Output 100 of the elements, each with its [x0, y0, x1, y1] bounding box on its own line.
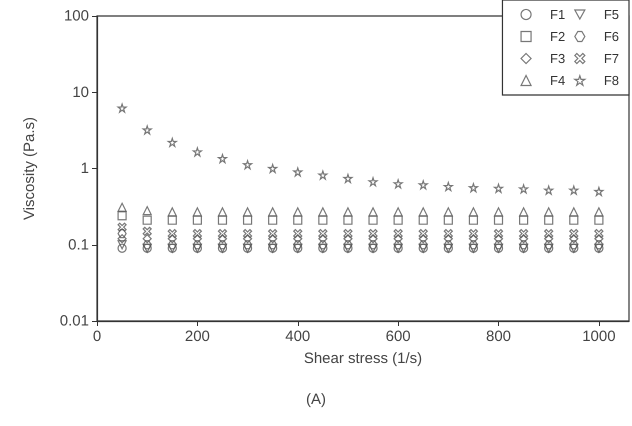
point	[494, 216, 504, 225]
point	[418, 234, 428, 244]
point	[468, 240, 478, 250]
point	[494, 207, 504, 216]
point	[168, 138, 177, 147]
point	[293, 167, 302, 177]
y-tick-label: 1	[80, 160, 89, 177]
text: (A)	[306, 391, 326, 408]
legend-label: F1	[550, 7, 566, 22]
point	[368, 177, 378, 186]
point	[318, 229, 328, 238]
point	[168, 240, 177, 250]
point	[394, 229, 403, 238]
point	[192, 234, 202, 244]
point	[117, 240, 127, 250]
point	[318, 240, 328, 250]
x-tick-label: 200	[184, 328, 210, 345]
point	[418, 216, 428, 225]
point	[519, 207, 528, 216]
x-tick-label: 400	[285, 328, 310, 345]
point	[142, 240, 152, 250]
point	[242, 229, 252, 238]
point	[394, 216, 403, 225]
point	[394, 234, 403, 244]
point	[242, 240, 252, 250]
point	[343, 174, 353, 184]
point	[519, 240, 528, 250]
point	[192, 147, 202, 157]
point	[519, 184, 528, 194]
point	[468, 234, 478, 244]
x-tick-label: 800	[486, 328, 512, 345]
point	[444, 207, 453, 216]
point	[444, 234, 453, 244]
point	[117, 229, 127, 238]
y-tick-label: 0.01	[60, 312, 89, 330]
point	[394, 207, 403, 216]
point	[142, 216, 152, 225]
x-tick-label: 1000	[582, 328, 616, 345]
point	[318, 234, 328, 244]
point	[268, 234, 278, 244]
y-tick-label: 100	[64, 8, 89, 24]
point	[418, 207, 428, 216]
point	[444, 216, 453, 225]
point	[142, 125, 152, 135]
point	[544, 240, 554, 250]
point	[293, 216, 302, 225]
point	[293, 240, 302, 250]
point	[192, 207, 202, 216]
point	[192, 240, 202, 250]
legend-label: F3	[550, 51, 566, 66]
point	[368, 216, 378, 225]
legend-label: F8	[604, 73, 619, 88]
point	[318, 170, 328, 180]
point	[118, 244, 127, 253]
y-tick-label: 10	[72, 84, 89, 101]
point	[368, 229, 378, 238]
point	[418, 180, 428, 190]
point	[218, 216, 228, 225]
point	[569, 240, 578, 250]
point	[343, 240, 353, 250]
point	[418, 240, 428, 250]
point	[117, 202, 127, 212]
point	[268, 216, 278, 225]
point	[468, 207, 478, 216]
point	[468, 183, 478, 192]
point	[218, 154, 228, 164]
legend-label: F7	[604, 51, 619, 66]
point	[519, 229, 528, 238]
point	[168, 207, 177, 216]
point	[117, 211, 127, 220]
point	[218, 234, 228, 244]
point	[519, 234, 528, 244]
point	[293, 229, 302, 238]
point	[544, 207, 554, 216]
point	[218, 229, 228, 238]
point	[142, 234, 152, 244]
point	[594, 240, 604, 250]
point	[594, 186, 604, 196]
point	[494, 184, 504, 193]
point	[544, 216, 554, 225]
point	[343, 216, 353, 225]
point	[117, 234, 127, 244]
point	[242, 160, 252, 170]
point	[142, 226, 152, 236]
point	[318, 207, 328, 216]
point	[268, 229, 278, 238]
point	[293, 207, 302, 216]
point	[494, 234, 504, 244]
point	[494, 240, 504, 250]
point	[168, 234, 177, 244]
legend-label: F2	[550, 29, 566, 44]
point	[242, 207, 252, 216]
point	[569, 234, 578, 244]
point	[594, 229, 604, 238]
point	[192, 216, 202, 225]
point	[594, 216, 604, 225]
point	[268, 207, 278, 216]
point	[192, 229, 202, 238]
point	[444, 182, 453, 192]
y-axis-title: Viscosity (Pa.s)	[21, 116, 38, 220]
